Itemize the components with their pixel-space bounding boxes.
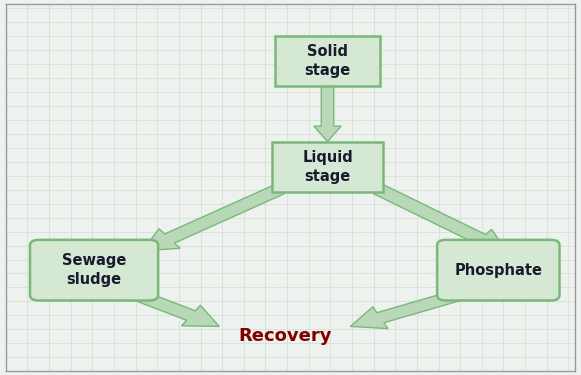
- Text: Phosphate: Phosphate: [454, 262, 542, 278]
- FancyBboxPatch shape: [272, 142, 383, 192]
- Text: Solid
stage: Solid stage: [304, 44, 351, 78]
- Polygon shape: [142, 185, 284, 251]
- FancyBboxPatch shape: [275, 36, 380, 86]
- Polygon shape: [374, 185, 507, 252]
- Text: Liquid
stage: Liquid stage: [302, 150, 353, 184]
- Polygon shape: [135, 291, 220, 326]
- Polygon shape: [314, 86, 341, 142]
- FancyBboxPatch shape: [30, 240, 158, 300]
- Polygon shape: [350, 291, 459, 328]
- FancyBboxPatch shape: [437, 240, 560, 300]
- Text: Sewage
sludge: Sewage sludge: [62, 254, 126, 287]
- Text: Recovery: Recovery: [238, 327, 332, 345]
